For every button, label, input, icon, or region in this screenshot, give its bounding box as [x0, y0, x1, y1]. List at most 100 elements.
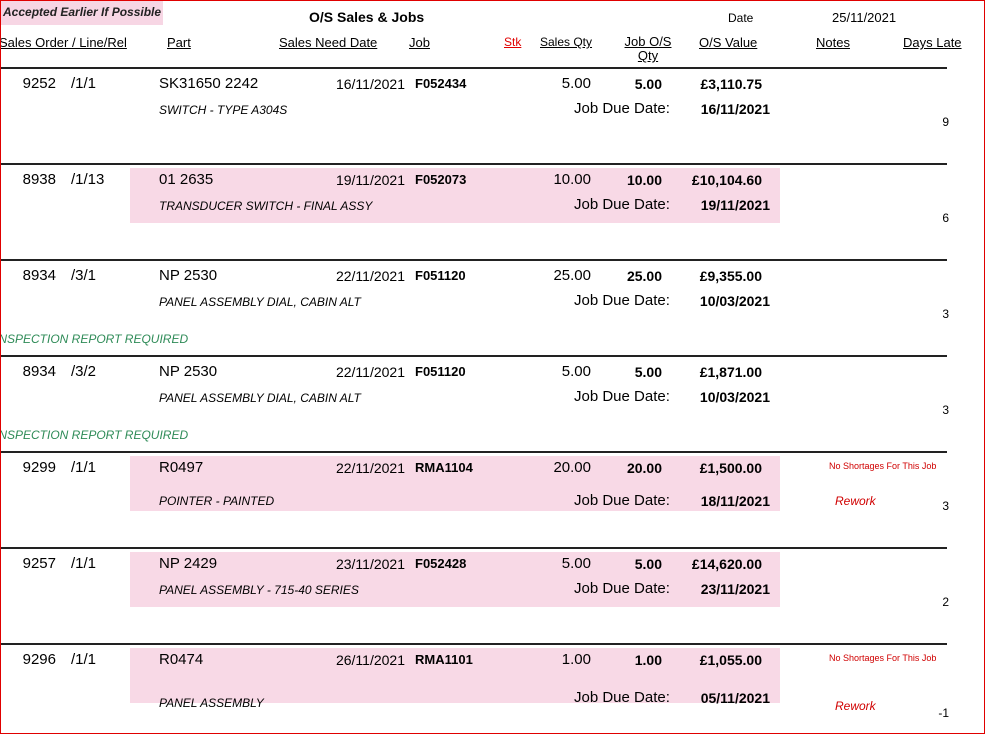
os-value: £1,871.00	[699, 364, 762, 380]
due-label: Job Due Date:	[574, 292, 670, 309]
line-rel: /1/1	[71, 75, 97, 92]
job-note: No Shortages For This Job	[829, 653, 937, 663]
sales-need-date: 23/11/2021	[335, 556, 405, 572]
sales-need-date: 22/11/2021	[335, 268, 405, 284]
row-comment: INSPECTION REPORT REQUIRED	[0, 332, 189, 346]
row-comment: INSPECTION REPORT REQUIRED	[0, 428, 189, 442]
part-description: PANEL ASSEMBLY - 715-40 SERIES	[159, 583, 359, 597]
column-header: Job O/S Qty	[624, 34, 672, 63]
sales-need-date: 16/11/2021	[335, 76, 405, 92]
job-qty: 5.00	[634, 76, 662, 92]
os-value: £10,104.60	[691, 172, 762, 188]
sales-order: 9299	[22, 459, 56, 476]
sales-order: 9296	[22, 651, 56, 668]
days-late: -1	[938, 706, 949, 720]
row-highlight	[130, 648, 780, 703]
sales-qty: 5.00	[561, 555, 591, 572]
part-description: PANEL ASSEMBLY DIAL, CABIN ALT	[159, 391, 361, 405]
sales-qty: 25.00	[553, 267, 591, 284]
sales-order: 8934	[22, 267, 56, 284]
sales-order: 8934	[22, 363, 56, 380]
line-rel: /1/1	[71, 555, 97, 572]
row-separator	[1, 67, 947, 69]
date-label: Date	[728, 11, 754, 25]
line-rel: /1/1	[71, 459, 97, 476]
due-label: Job Due Date:	[574, 196, 670, 213]
line-rel: /1/13	[71, 171, 105, 188]
part-number: R0474	[159, 651, 204, 668]
sales-order: 9252	[22, 75, 56, 92]
part-number: NP 2530	[159, 363, 218, 380]
days-late: 3	[942, 403, 949, 417]
due-label: Job Due Date:	[574, 100, 670, 117]
part-number: R0497	[159, 459, 204, 476]
job-qty: 25.00	[626, 268, 662, 284]
sales-qty: 10.00	[553, 171, 591, 188]
sales-qty: 5.00	[561, 363, 591, 380]
job-qty: 1.00	[634, 652, 662, 668]
due-date: 23/11/2021	[700, 581, 770, 597]
row-separator	[1, 643, 947, 645]
job-number: F052434	[415, 76, 467, 91]
line-rel: /1/1	[71, 651, 97, 668]
due-date: 16/11/2021	[700, 101, 770, 117]
due-label: Job Due Date:	[574, 580, 670, 597]
part-number: SK31650 2242	[159, 75, 259, 92]
os-value: £1,055.00	[699, 652, 762, 668]
due-date: 18/11/2021	[700, 493, 770, 509]
sales-need-date: 19/11/2021	[335, 172, 405, 188]
line-rel: /3/2	[71, 363, 97, 380]
part-description: PANEL ASSEMBLY	[159, 696, 264, 710]
rework-note: Rework	[835, 699, 876, 713]
column-header: Part	[167, 35, 191, 50]
job-qty: 5.00	[634, 364, 662, 380]
column-header: Sales Qty	[540, 35, 593, 49]
os-value: £9,355.00	[699, 268, 762, 284]
due-label: Job Due Date:	[574, 388, 670, 405]
column-header: Days Late	[903, 35, 962, 50]
report-title: O/S Sales & Jobs	[309, 9, 425, 25]
part-description: POINTER - PAINTED	[159, 494, 275, 508]
part-number: 01 2635	[159, 171, 214, 188]
job-note: No Shortages For This Job	[829, 461, 937, 471]
due-date: 10/03/2021	[699, 389, 770, 405]
report-date: 25/11/2021	[832, 10, 897, 25]
row-separator	[1, 259, 947, 261]
days-late: 2	[942, 595, 949, 609]
part-number: NP 2530	[159, 267, 218, 284]
job-number: F051120	[415, 268, 466, 283]
days-late: 6	[942, 211, 949, 225]
due-date: 19/11/2021	[700, 197, 770, 213]
sales-need-date: 26/11/2021	[335, 652, 405, 668]
row-highlight	[130, 552, 780, 607]
days-late: 9	[942, 115, 949, 129]
column-header: Job	[409, 35, 430, 50]
job-number: F051120	[415, 364, 466, 379]
column-header: Sales Order / Line/Rel	[0, 35, 127, 50]
days-late: 3	[942, 307, 949, 321]
sales-order: 9257	[22, 555, 56, 572]
column-header: Sales Need Date	[279, 35, 378, 50]
row-highlight	[130, 456, 780, 511]
column-header: O/S Value	[699, 35, 758, 50]
rework-note: Rework	[835, 494, 876, 508]
line-rel: /3/1	[71, 267, 97, 284]
part-description: TRANSDUCER SWITCH - FINAL ASSY	[159, 199, 373, 213]
sales-order: 8938	[22, 171, 56, 188]
sales-need-date: 22/11/2021	[335, 460, 405, 476]
job-number: F052428	[415, 556, 467, 571]
part-description: SWITCH - TYPE A304S	[159, 103, 288, 117]
sales-qty: 20.00	[553, 459, 591, 476]
sales-need-date: 22/11/2021	[335, 364, 405, 380]
job-number: RMA1101	[415, 652, 473, 667]
sales-qty: 1.00	[561, 651, 591, 668]
os-value: £1,500.00	[699, 460, 762, 476]
row-highlight	[130, 168, 780, 223]
job-number: F052073	[415, 172, 467, 187]
job-qty: 10.00	[626, 172, 662, 188]
part-description: PANEL ASSEMBLY DIAL, CABIN ALT	[159, 295, 361, 309]
row-separator	[1, 451, 947, 453]
due-label: Job Due Date:	[574, 689, 670, 706]
column-header: Stk	[504, 35, 522, 49]
